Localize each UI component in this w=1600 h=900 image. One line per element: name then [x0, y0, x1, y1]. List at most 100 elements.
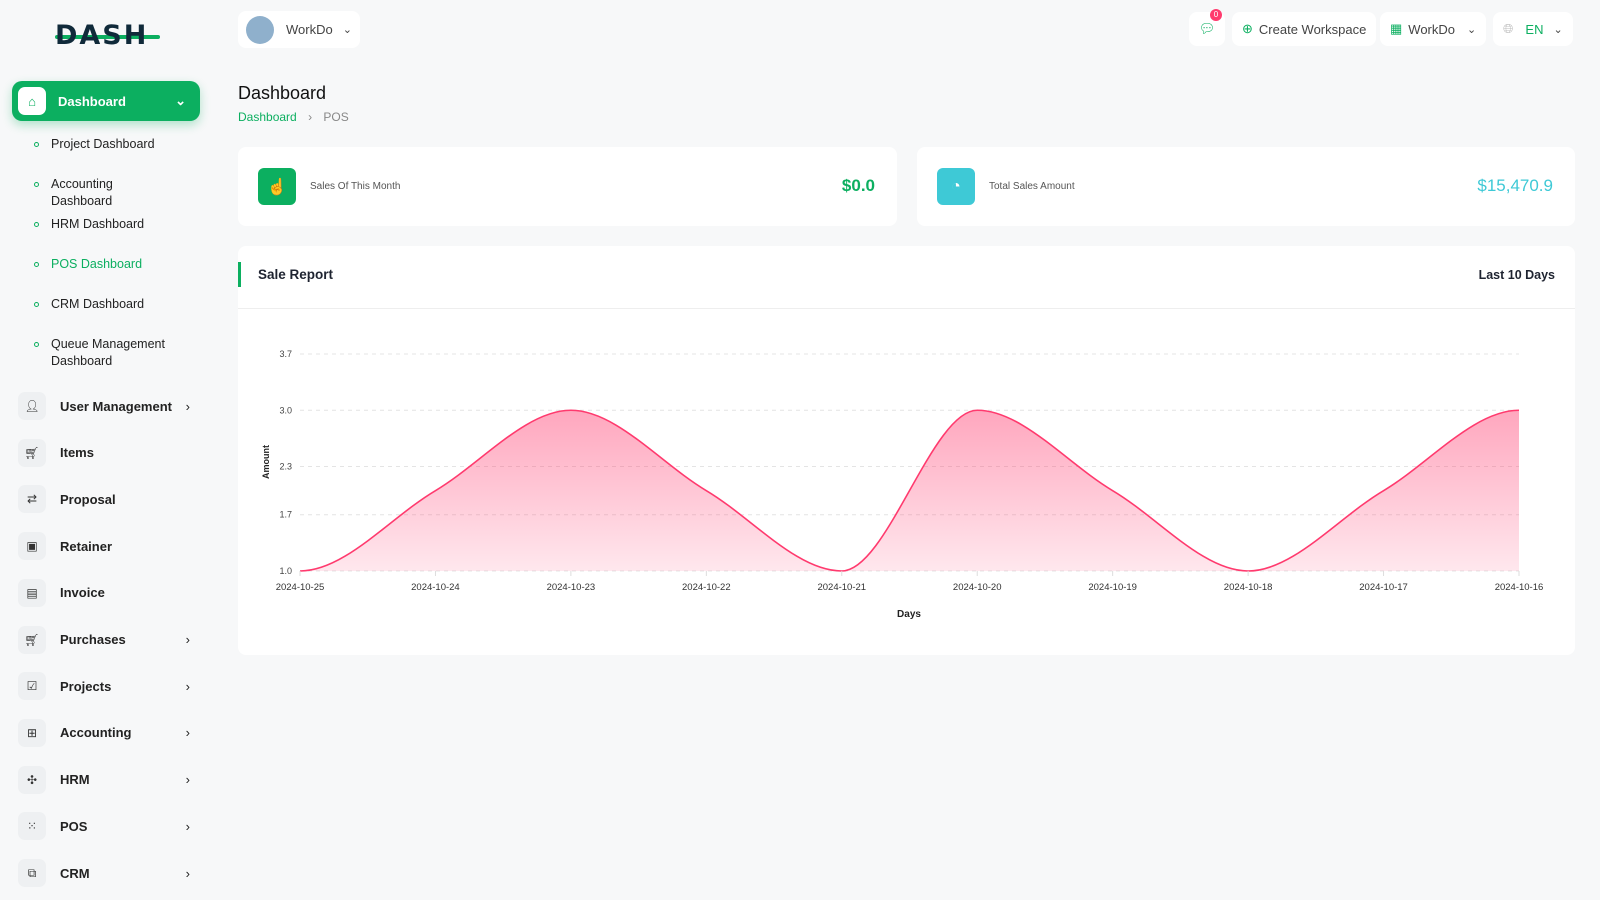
plus-circle-icon: ⊕	[1242, 21, 1253, 36]
subitem-label: Accounting Dashboard	[51, 177, 113, 208]
workspace-name: WorkDo	[286, 22, 333, 37]
dots-grid-icon: ⁙	[18, 812, 46, 841]
sidebar-subitem[interactable]: POS Dashboard	[34, 256, 171, 273]
sidebar-item-label: Projects	[60, 678, 112, 694]
subitem-label: Project Dashboard	[51, 137, 155, 151]
sidebar-item-label: Invoice	[60, 585, 105, 601]
messages-button[interactable]: 💬︎ 0	[1189, 9, 1225, 46]
bullet-icon	[34, 182, 39, 187]
sidebar-item[interactable]: ▤ Invoice	[18, 578, 198, 608]
divider	[238, 308, 1575, 309]
globe-icon: 🌐︎	[1503, 21, 1514, 36]
subitem-label: HRM Dashboard	[51, 217, 145, 231]
sidebar-item-label: HRM	[60, 772, 90, 788]
subitem-label: CRM Dashboard	[51, 297, 145, 311]
language-label: EN	[1525, 21, 1544, 37]
sidebar-item-label: Dashboard	[58, 93, 126, 109]
sidebar-subitem[interactable]: HRM Dashboard	[34, 216, 171, 233]
chevron-right-icon: ›	[185, 678, 190, 694]
subitem-label: Queue Management Dashboard	[51, 337, 165, 368]
home-icon: ⌂	[18, 87, 46, 115]
hrm-icon: ✣	[18, 765, 46, 794]
chevron-right-icon: ›	[185, 725, 190, 741]
sidebar-item[interactable]: ▣ Retainer	[18, 531, 198, 561]
checkbox-icon: ☑	[18, 672, 46, 701]
subitem-label: POS Dashboard	[51, 257, 143, 271]
invoice-icon: ▤	[18, 578, 46, 607]
crm-icon: ⧉	[18, 859, 46, 887]
sidebar-subitem[interactable]: Project Dashboard	[34, 136, 171, 153]
sidebar-item-label: User Management	[60, 398, 172, 414]
sidebar-item-label: CRM	[60, 865, 90, 881]
stat-value: $0.0	[841, 176, 875, 195]
sidebar-subitem[interactable]: CRM Dashboard	[34, 296, 171, 313]
report-title: Sale Report	[258, 267, 334, 282]
proposal-icon: ⇄	[18, 485, 46, 514]
sidebar-item[interactable]: ⇄ Proposal	[18, 484, 198, 514]
cart-icon: 🛒︎	[18, 625, 46, 654]
sidebar-item[interactable]: ⁙ POS ›	[18, 811, 198, 841]
chevron-down-icon: ⌄	[1553, 23, 1563, 36]
chevron-right-icon: ›	[185, 632, 190, 647]
sidebar-item[interactable]: ✣ HRM ›	[18, 765, 198, 795]
sidebar-item[interactable]: 🛒︎ Items	[18, 438, 198, 468]
chevron-right-icon: ›	[185, 865, 190, 881]
sidebar-subitem[interactable]: Accounting Dashboard	[34, 176, 171, 210]
hand-pointer-icon: ☝	[258, 168, 296, 205]
stat-label: Total Sales Amount	[989, 181, 1075, 192]
workspace-switcher[interactable]: WorkDo ⌄	[238, 11, 360, 48]
workspace-menu-label: WorkDo	[1408, 21, 1456, 37]
chevron-right-icon: ›	[185, 772, 190, 788]
sidebar-item[interactable]: 👤︎ User Management ›	[18, 391, 198, 421]
bullet-icon	[34, 302, 39, 307]
sidebar: DASH ⌂ Dashboard ⌄ Project Dashboard Acco…	[0, 0, 215, 900]
chevron-down-icon: ⌄	[175, 93, 186, 108]
sidebar-item-label: POS	[60, 818, 88, 834]
sidebar-subitem[interactable]: Queue Management Dashboard	[34, 336, 171, 370]
apps-icon: ▦	[1390, 21, 1403, 36]
retainer-icon: ▣	[18, 532, 46, 561]
building-icon	[246, 15, 274, 44]
users-icon: 👤︎	[18, 392, 46, 420]
cart-icon: 🛒︎	[18, 438, 46, 467]
language-selector[interactable]: 🌐︎ EN ⌄	[1493, 12, 1573, 46]
stat-value: $15,470.9	[1477, 176, 1553, 195]
breadcrumb-current: POS	[323, 110, 349, 124]
sidebar-item[interactable]: ⊞ Accounting ›	[18, 718, 198, 748]
notification-badge: 0	[1210, 9, 1222, 21]
sale-report-card: Sale Report Last 10 Days	[238, 246, 1575, 655]
breadcrumb: Dashboard › POS	[238, 110, 349, 124]
sidebar-item-label: Proposal	[60, 491, 116, 507]
stat-card-total-sales: ◔ Total Sales Amount $15,470.9	[917, 147, 1575, 226]
sidebar-item-label: Retainer	[60, 538, 113, 554]
bullet-icon	[34, 342, 39, 347]
sidebar-item-label: Accounting	[60, 725, 132, 741]
stat-card-sales-month: ☝ Sales Of This Month $0.0	[238, 147, 897, 226]
logo[interactable]: DASH	[55, 20, 160, 51]
sidebar-item-label: Purchases	[60, 632, 126, 647]
breadcrumb-dashboard[interactable]: Dashboard	[238, 110, 297, 124]
stat-label: Sales Of This Month	[310, 181, 401, 192]
grid-plus-icon: ⊞	[18, 718, 46, 747]
chevron-right-icon: ›	[185, 818, 190, 834]
sidebar-item-label: Items	[60, 445, 94, 461]
chevron-down-icon: ⌄	[342, 24, 352, 36]
sidebar-item[interactable]: 🛒︎ Purchases ›	[18, 625, 198, 655]
chevron-right-icon: ›	[308, 110, 313, 124]
create-workspace-label: Create Workspace	[1258, 21, 1367, 37]
sidebar-item-dashboard[interactable]: ⌂ Dashboard ⌄	[12, 81, 200, 121]
bullet-icon	[34, 262, 39, 267]
pie-chart-icon: ◔	[937, 168, 975, 205]
chevron-down-icon: ⌄	[1467, 23, 1477, 36]
create-workspace-button[interactable]: ⊕ Create Workspace	[1232, 12, 1377, 46]
chat-icon: 💬︎	[1198, 21, 1216, 36]
bullet-icon	[34, 142, 39, 147]
chevron-right-icon: ›	[185, 398, 190, 414]
sidebar-item[interactable]: ⧉ CRM ›	[18, 858, 198, 888]
page-title: Dashboard	[238, 83, 327, 103]
report-period[interactable]: Last 10 Days	[1478, 268, 1555, 282]
bullet-icon	[34, 222, 39, 227]
workspace-menu[interactable]: ▦ WorkDo ⌄	[1380, 12, 1487, 46]
accent-bar	[238, 262, 241, 287]
sidebar-item[interactable]: ☑ Projects ›	[18, 671, 198, 701]
